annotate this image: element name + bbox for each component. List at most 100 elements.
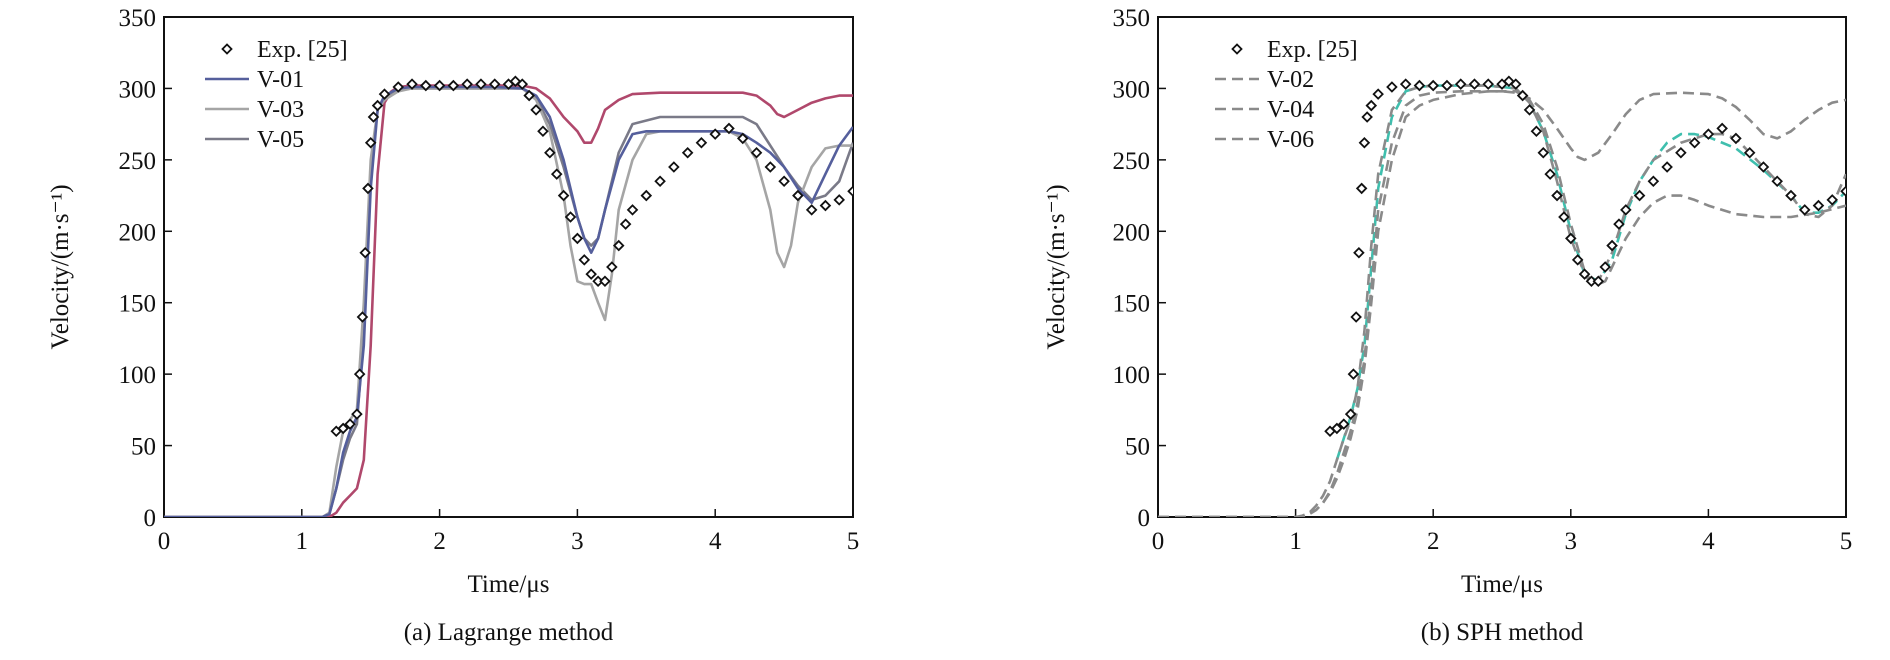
series-line-v-01: [164, 85, 853, 517]
plot-area: [164, 75, 853, 517]
series-line-unlabeled: [164, 84, 853, 517]
y-tick-label: 150: [119, 291, 157, 318]
exp-data-point: [764, 161, 777, 173]
exp-data-point: [1358, 136, 1371, 149]
plot-frame: [163, 16, 854, 518]
x-tick-label: 5: [1840, 528, 1853, 555]
exp-data-point: [792, 189, 804, 202]
exp-data-point: [359, 246, 371, 259]
exp-data-point: [351, 408, 363, 420]
exp-data-point: [571, 232, 584, 245]
exp-data-point: [1337, 418, 1350, 430]
exp-data-point: [523, 89, 535, 102]
exp-data-point: [488, 78, 501, 90]
x-tick-label: 0: [1152, 528, 1165, 555]
x-tick-label: 4: [1702, 528, 1715, 555]
exp-data-point: [1578, 268, 1591, 280]
exp-data-point: [585, 268, 597, 280]
exp-data-point: [599, 275, 611, 288]
x-tick-label: 2: [433, 528, 446, 555]
x-tick-label: 1: [1289, 528, 1302, 555]
exp-data-point: [1743, 146, 1756, 159]
exp-data-point: [1365, 99, 1378, 112]
exp-data-point: [516, 78, 529, 90]
exp-data-point: [1530, 125, 1543, 138]
exp-data-point: [736, 132, 749, 145]
exp-data-point: [1537, 146, 1550, 159]
exp-data-point: [654, 175, 666, 188]
exp-data-point: [544, 146, 556, 159]
y-tick-label: 300: [119, 76, 157, 103]
legend: Exp. [25] V-01 V-03 V-05: [205, 37, 348, 153]
exp-data-point: [1353, 246, 1365, 259]
exp-data-point: [356, 311, 369, 323]
panel-sph: 0 1 2 3 4 5050100150200250300350Time/μsVeloci…: [1043, 5, 1852, 646]
exp-data-point: [778, 175, 790, 188]
legend-label: Exp. [25]: [1267, 37, 1358, 63]
y-tick-label: 50: [1125, 434, 1150, 461]
legend-label: V-04: [1267, 97, 1314, 123]
exp-data-point: [337, 422, 349, 435]
exp-data-point: [1675, 146, 1687, 159]
exp-data-point: [1606, 239, 1618, 252]
exp-data-point: [475, 78, 487, 90]
exp-data-point: [1427, 79, 1439, 92]
y-tick-label: 0: [144, 505, 157, 532]
exp-data-point: [378, 88, 391, 100]
exp-data-point: [1613, 218, 1625, 230]
x-tick-label: 3: [1565, 528, 1578, 555]
exp-data-point: [1386, 81, 1398, 93]
exp-data-point: [1399, 78, 1412, 90]
y-tick-label: 150: [1113, 291, 1151, 318]
exp-data-point: [723, 122, 735, 135]
series-line-v-02: [1158, 84, 1846, 517]
exp-data-point: [564, 211, 577, 223]
exp-data-point: [1840, 185, 1846, 198]
exp-data-point: [362, 182, 374, 195]
panel-caption: (b) SPH method: [1421, 619, 1584, 646]
x-tick-label: 5: [847, 528, 860, 555]
exp-data-point: [1544, 168, 1556, 180]
x-tick-label: 3: [571, 528, 584, 555]
y-tick-label: 250: [119, 148, 157, 175]
exp-data-point: [1592, 275, 1605, 288]
exp-data-point: [406, 78, 418, 90]
panel-caption: (a) Lagrange method: [404, 619, 614, 646]
exp-data-point: [537, 125, 549, 138]
legend-label: V-02: [1267, 67, 1314, 93]
exp-data-point: [1347, 368, 1360, 380]
exp-data-point: [709, 128, 721, 140]
exp-data-point: [833, 194, 845, 206]
exp-data-point: [1331, 422, 1343, 435]
plot-area: [1158, 75, 1846, 517]
x-axis-title: Time/μs: [1461, 571, 1543, 598]
exp-data-point: [1798, 204, 1811, 216]
exp-data-point: [1771, 175, 1783, 188]
exp-data-point: [1565, 232, 1577, 245]
y-tick-label: 0: [1138, 505, 1151, 532]
series-line-unlabeled: [1335, 84, 1846, 461]
legend-label: V-03: [257, 97, 304, 123]
panel-lagrange: 0 1 2 3 4 5050100150200250300350Time/μsVeloci…: [47, 5, 859, 646]
exp-data-point: [847, 185, 853, 198]
exp-data-point: [1633, 189, 1646, 202]
y-tick-label: 200: [1113, 219, 1151, 246]
exp-data-point: [1716, 122, 1728, 135]
x-axis-title: Time/μs: [468, 571, 550, 598]
series-line-v-04: [1158, 90, 1846, 517]
exp-data-point: [750, 146, 763, 159]
y-tick-label: 300: [1113, 76, 1151, 103]
exp-data-point: [1688, 136, 1701, 149]
exp-data-point: [1661, 161, 1673, 173]
exp-data-point: [612, 239, 625, 252]
exp-data-point: [433, 79, 446, 92]
exp-data-point: [364, 136, 377, 149]
x-tick-label: 1: [296, 528, 309, 555]
y-axis-title: Velocity/(m·s⁻¹): [47, 184, 74, 349]
y-tick-label: 350: [1113, 5, 1151, 32]
y-axis-title: Velocity/(m·s⁻¹): [1043, 184, 1070, 349]
exp-data-point: [1413, 79, 1426, 92]
exp-data-point: [461, 78, 473, 90]
legend-marker: [1231, 43, 1243, 55]
